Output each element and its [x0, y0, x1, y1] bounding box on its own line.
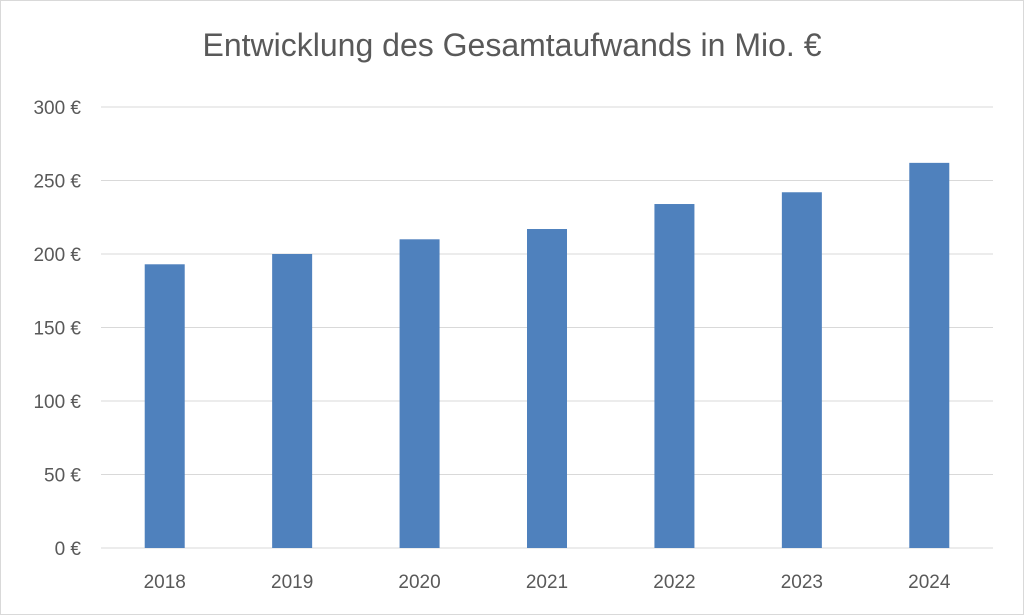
y-tick-label: 300 € [33, 98, 81, 119]
y-tick-label: 0 € [55, 539, 82, 560]
bar-2020 [399, 239, 440, 549]
bar-2019 [272, 254, 313, 548]
y-axis-ticks: 0 € 50 € 100 € 150 € 200 € 250 € 300 € [33, 98, 81, 560]
x-axis-ticks: 2018 2019 2020 2021 2022 2023 2024 [144, 572, 951, 593]
x-tick-label: 2020 [398, 572, 440, 593]
x-tick-label: 2022 [653, 572, 695, 593]
x-tick-label: 2021 [526, 572, 568, 593]
y-tick-label: 200 € [33, 245, 81, 266]
x-tick-label: 2019 [271, 572, 313, 593]
y-tick-label: 100 € [33, 392, 81, 413]
x-tick-label: 2018 [144, 572, 186, 593]
bars [144, 162, 950, 549]
y-tick-label: 250 € [33, 172, 81, 193]
bar-2023 [781, 192, 822, 548]
y-tick-label: 50 € [44, 466, 81, 487]
chart-title: Entwicklung des Gesamtaufwands in Mio. € [202, 27, 822, 63]
bar-2018 [144, 264, 185, 548]
bar-2024 [909, 162, 950, 549]
y-tick-label: 150 € [33, 319, 81, 340]
x-tick-label: 2023 [781, 572, 823, 593]
bar-2022 [654, 204, 695, 548]
x-tick-label: 2024 [908, 572, 951, 593]
bar-2021 [527, 229, 567, 548]
